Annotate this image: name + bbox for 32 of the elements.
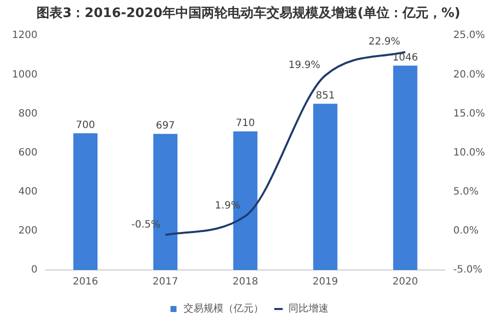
y-tick-label: 1000 <box>12 69 38 80</box>
y2-tick-label: 0.0% <box>453 226 479 237</box>
x-tick-label: 2019 <box>312 276 338 288</box>
y-tick-label: 600 <box>18 147 38 158</box>
y2-tick-label: 25.0% <box>453 30 486 42</box>
data-label: 851 <box>316 90 335 102</box>
data-label: 697 <box>156 120 175 132</box>
y-tick-label: 0 <box>31 264 38 276</box>
data-label: 1046 <box>392 52 418 64</box>
data-label: 19.9% <box>288 60 320 72</box>
y2-tick-label: -5.0% <box>453 264 482 276</box>
data-label: 22.9% <box>368 36 400 48</box>
bar <box>393 66 418 270</box>
y-tick-label: 1200 <box>12 30 38 42</box>
x-tick-label: 2018 <box>232 276 258 288</box>
x-tick-label: 2017 <box>152 276 178 288</box>
x-tick-label: 2020 <box>392 276 418 288</box>
y2-tick-label: 10.0% <box>453 147 486 158</box>
data-label: 700 <box>76 120 95 131</box>
y-tick-label: 200 <box>18 226 38 237</box>
bar <box>73 133 98 270</box>
legend-label: 同比增速 <box>288 302 328 315</box>
chart-title: 图表3：2016-2020年中国两轮电动车交易规模及增速(单位：亿元，%) <box>36 5 460 22</box>
legend-label: 交易规模（亿元） <box>184 302 264 315</box>
y2-tick-label: 15.0% <box>453 108 486 120</box>
x-tick-label: 2016 <box>72 276 98 288</box>
y2-tick-label: 5.0% <box>453 186 479 198</box>
y-tick-label: 400 <box>18 186 38 198</box>
bar <box>313 104 338 270</box>
data-label: 710 <box>236 118 255 129</box>
y-tick-label: 800 <box>18 108 38 120</box>
y2-tick-label: 20.0% <box>453 69 486 80</box>
